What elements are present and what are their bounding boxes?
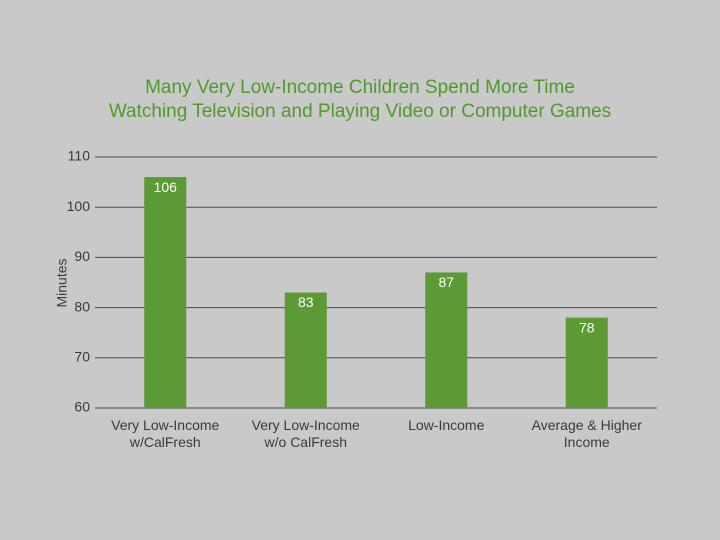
y-tick-label: 90 — [74, 248, 90, 264]
y-tick-label: 60 — [74, 399, 90, 415]
y-tick-label: 100 — [67, 198, 91, 214]
bar — [144, 177, 187, 408]
x-tick-label: Very Low-Income w/CalFresh — [111, 417, 220, 450]
bar — [425, 272, 468, 408]
value-label: 78 — [579, 319, 595, 335]
x-tick-label: Average & Higher Income — [531, 417, 642, 450]
value-label: 106 — [154, 179, 178, 195]
y-tick-label: 70 — [74, 349, 90, 365]
y-tick-label: 110 — [68, 148, 91, 164]
value-label: 87 — [438, 274, 454, 290]
x-tick-label: Very Low-Income w/o CalFresh — [251, 417, 360, 450]
bar — [565, 317, 608, 408]
x-tick-label: Low-Income — [408, 417, 485, 433]
bar — [284, 292, 327, 408]
y-axis-label: Minutes — [54, 258, 70, 307]
y-tick-label: 80 — [74, 298, 90, 314]
value-label: 83 — [298, 294, 314, 310]
chart-title: Many Very Low-Income Children Spend More… — [108, 77, 612, 122]
